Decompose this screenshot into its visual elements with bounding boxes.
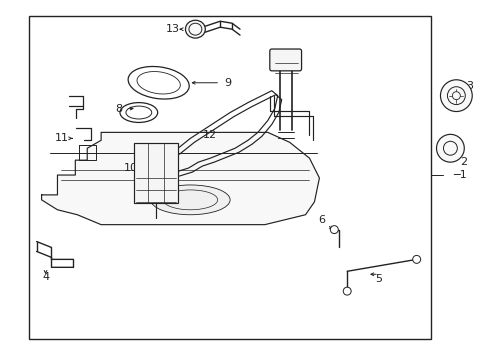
Text: 7: 7 [152, 190, 159, 200]
Circle shape [330, 226, 338, 234]
Text: 13: 13 [166, 24, 179, 34]
Text: 5: 5 [375, 274, 383, 284]
Text: ─1: ─1 [453, 170, 467, 180]
Text: 3: 3 [466, 81, 473, 91]
Text: 10: 10 [124, 163, 138, 173]
Circle shape [413, 255, 420, 264]
Circle shape [343, 287, 351, 295]
FancyBboxPatch shape [270, 49, 301, 71]
Text: 9: 9 [224, 78, 232, 88]
Circle shape [437, 134, 465, 162]
Text: 12: 12 [203, 130, 218, 140]
Bar [134, 143, 177, 203]
Text: 4: 4 [42, 272, 49, 282]
Text: 8: 8 [116, 104, 122, 113]
Ellipse shape [151, 185, 230, 215]
Text: 11: 11 [54, 133, 69, 143]
Text: 6: 6 [318, 215, 325, 225]
Bar [29, 16, 431, 339]
Text: 2: 2 [460, 157, 467, 167]
Ellipse shape [185, 20, 205, 38]
Circle shape [447, 87, 465, 105]
Polygon shape [42, 132, 319, 225]
Circle shape [441, 80, 472, 112]
Circle shape [452, 92, 460, 100]
